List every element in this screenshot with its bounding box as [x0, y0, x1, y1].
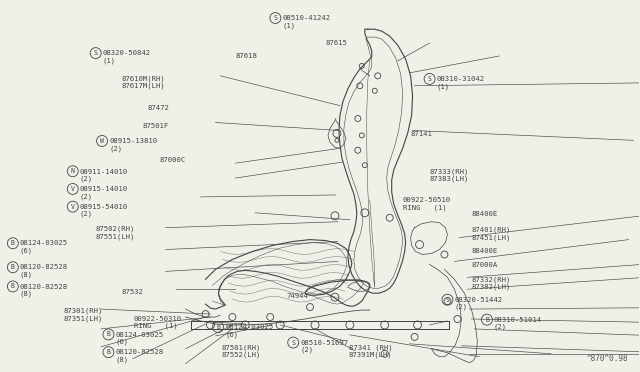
Text: B: B — [11, 264, 15, 270]
Text: 08310-51014
(2): 08310-51014 (2) — [494, 317, 542, 330]
Text: 87341 (RH)
87391M(LH): 87341 (RH) 87391M(LH) — [349, 344, 392, 358]
Text: W: W — [100, 138, 104, 144]
Text: N: N — [71, 168, 75, 174]
Text: 00922-50310
RING   (1): 00922-50310 RING (1) — [134, 316, 182, 330]
Text: 87501(RH)
87552(LH): 87501(RH) 87552(LH) — [222, 344, 261, 358]
Text: 87502(RH)
87551(LH): 87502(RH) 87551(LH) — [96, 225, 135, 240]
Text: 87332(RH)
87382(LH): 87332(RH) 87382(LH) — [472, 276, 511, 291]
Text: B: B — [11, 240, 15, 246]
Text: 08120-82528
(8): 08120-82528 (8) — [115, 349, 164, 363]
Text: 08510-51697
(2): 08510-51697 (2) — [300, 340, 348, 353]
Text: V: V — [71, 204, 75, 210]
Text: 87301(RH)
87351(LH): 87301(RH) 87351(LH) — [64, 308, 103, 322]
Text: 08120-82528
(8): 08120-82528 (8) — [20, 284, 68, 297]
Text: 08310-31042
(1): 08310-31042 (1) — [436, 76, 484, 90]
Text: S: S — [94, 50, 98, 56]
Text: V: V — [71, 186, 75, 192]
Text: 08320-51442
(2): 08320-51442 (2) — [454, 297, 502, 311]
Text: 08124-03025
(6): 08124-03025 (6) — [20, 241, 68, 254]
Text: 08124-03025
(6): 08124-03025 (6) — [225, 324, 273, 338]
Text: 88400E: 88400E — [472, 248, 498, 254]
Text: 08915-14010
(2): 08915-14010 (2) — [80, 186, 128, 200]
Text: 87532: 87532 — [121, 289, 143, 295]
Text: S: S — [273, 15, 277, 21]
Text: 87401(RH)
87451(LH): 87401(RH) 87451(LH) — [472, 227, 511, 241]
Text: S: S — [445, 297, 449, 303]
Text: 08915-13810
(2): 08915-13810 (2) — [109, 138, 157, 152]
Text: 08124-03025
(6): 08124-03025 (6) — [115, 332, 164, 345]
Text: B: B — [11, 283, 15, 289]
Text: S: S — [291, 340, 295, 346]
Text: B: B — [106, 349, 110, 355]
Text: 87501F: 87501F — [143, 123, 169, 129]
Text: 87000A: 87000A — [472, 262, 498, 268]
Text: 87000C: 87000C — [159, 157, 186, 163]
Text: ^870^0.98: ^870^0.98 — [587, 354, 628, 363]
Text: 87472: 87472 — [148, 105, 170, 111]
Text: B: B — [106, 331, 110, 337]
Text: 08510-41242
(1): 08510-41242 (1) — [282, 15, 330, 29]
Text: 87141: 87141 — [410, 131, 433, 137]
Text: 08911-14010
(2): 08911-14010 (2) — [80, 169, 128, 182]
Text: 74944: 74944 — [287, 293, 308, 299]
Text: B: B — [216, 324, 220, 330]
Text: 87615: 87615 — [325, 40, 347, 46]
Text: 87333(RH)
87383(LH): 87333(RH) 87383(LH) — [429, 168, 469, 182]
Text: B: B — [485, 317, 489, 323]
Text: 88400E: 88400E — [472, 211, 498, 217]
Text: 08320-50842
(1): 08320-50842 (1) — [102, 50, 151, 64]
Text: 00922-50510
RING   (1): 00922-50510 RING (1) — [403, 197, 451, 211]
Text: 87610M(RH)
87617M(LH): 87610M(RH) 87617M(LH) — [121, 75, 165, 89]
Text: 08915-54010
(2): 08915-54010 (2) — [80, 204, 128, 218]
Text: S: S — [428, 76, 431, 82]
Text: 87618: 87618 — [236, 53, 258, 59]
Text: 08120-82528
(8): 08120-82528 (8) — [20, 264, 68, 278]
